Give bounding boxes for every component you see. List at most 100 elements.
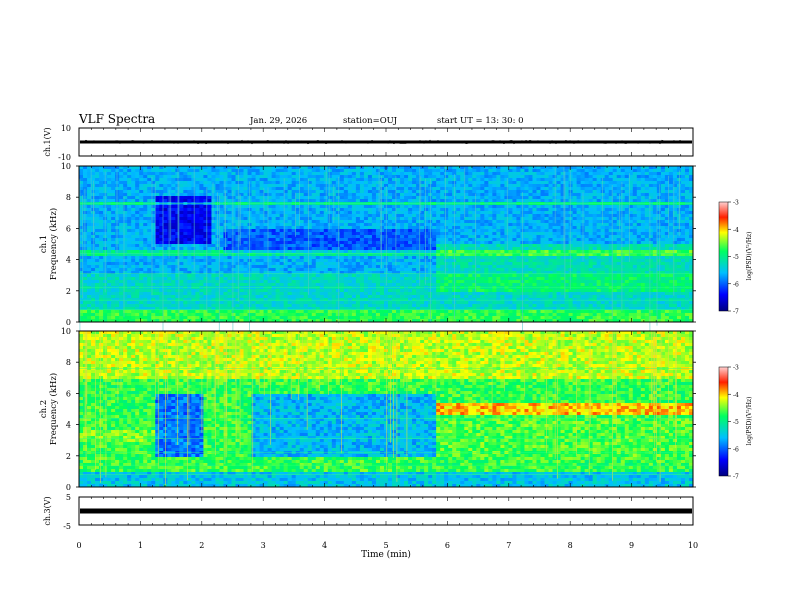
spectrogram-cell bbox=[375, 307, 381, 311]
spectrogram-cell bbox=[175, 253, 180, 257]
spectrogram-cell bbox=[339, 274, 345, 278]
spectrogram-cell bbox=[231, 316, 236, 320]
spectrogram-cell bbox=[107, 208, 112, 212]
spectrogram-cell bbox=[79, 217, 84, 221]
spectrogram-cell bbox=[271, 310, 277, 314]
spectrogram-cell bbox=[211, 166, 216, 170]
spectrogram-cell bbox=[247, 169, 252, 173]
spectrogram-cell bbox=[155, 205, 160, 209]
spectrogram-cell bbox=[107, 298, 112, 302]
spectrogram-cell bbox=[379, 256, 385, 260]
spectrogram-cell bbox=[319, 178, 325, 182]
spectrogram-cell bbox=[235, 172, 240, 176]
spectrogram-cell bbox=[400, 256, 405, 260]
spectrogram-cell bbox=[191, 208, 196, 212]
spectrogram-cell bbox=[379, 304, 385, 308]
spectrogram-cell bbox=[123, 298, 128, 302]
spectrogram-cell bbox=[412, 235, 417, 239]
spectrogram-cell bbox=[275, 289, 281, 293]
spectrogram-cell bbox=[171, 310, 176, 314]
spectrogram-cell bbox=[99, 298, 104, 302]
spectrogram-cell bbox=[339, 289, 345, 293]
spectrogram-cell bbox=[375, 253, 381, 257]
spectrogram-cell bbox=[323, 214, 329, 218]
spectrogram-cell bbox=[163, 229, 168, 233]
spectrogram-cell bbox=[363, 172, 369, 176]
spectrogram-cell bbox=[159, 244, 164, 248]
spectrogram-cell bbox=[416, 175, 421, 179]
spectrogram-cell bbox=[355, 169, 361, 173]
spectrogram-cell bbox=[227, 241, 232, 245]
spectrogram-cell bbox=[235, 193, 240, 197]
spectrogram-cell bbox=[103, 298, 108, 302]
spectrogram-cell bbox=[211, 277, 216, 281]
spectrogram-cell bbox=[371, 178, 377, 182]
spectrogram-cell bbox=[440, 190, 445, 194]
spectrogram-cell bbox=[251, 184, 256, 188]
spectrogram-cell bbox=[211, 298, 216, 302]
spectrogram-cell bbox=[347, 184, 353, 188]
spectrogram-cell bbox=[167, 304, 172, 308]
spectrogram-cell bbox=[139, 298, 144, 302]
spectrogram-cell bbox=[408, 310, 413, 314]
spectrogram-cell bbox=[79, 226, 84, 230]
spectrogram-cell bbox=[283, 259, 289, 263]
spectrogram-cell bbox=[191, 268, 196, 272]
start-time-label: start UT = 13: 30: 0 bbox=[437, 116, 524, 126]
spectrogram-cell bbox=[444, 181, 449, 185]
spectrogram-cell bbox=[408, 313, 413, 317]
spectrogram-cell bbox=[355, 232, 361, 236]
spectrogram-cell bbox=[191, 184, 196, 188]
spectrogram-cell bbox=[159, 271, 164, 275]
spectrogram-cell bbox=[319, 310, 325, 314]
spectrogram-cell bbox=[179, 304, 184, 308]
spectrogram-cell bbox=[267, 313, 273, 317]
station-label: station=OUJ bbox=[343, 116, 398, 126]
spectrogram-cell bbox=[219, 268, 224, 272]
spectrogram-cell bbox=[416, 292, 421, 296]
spectrogram-cell bbox=[416, 205, 421, 209]
spectrogram-cell bbox=[231, 280, 236, 284]
spectrogram-cell bbox=[239, 184, 244, 188]
spectrogram-cell bbox=[339, 310, 345, 314]
spectrogram-cell bbox=[251, 250, 256, 254]
spectrogram-cell bbox=[408, 175, 413, 179]
spectrogram-cell bbox=[219, 313, 224, 317]
spectrogram-cell bbox=[159, 250, 164, 254]
spectrogram-cell bbox=[163, 283, 168, 287]
spectrogram-cell bbox=[183, 217, 188, 221]
spectrogram-cell bbox=[303, 301, 309, 305]
spectrogram-cell bbox=[295, 205, 301, 209]
spectrogram-cell bbox=[367, 307, 373, 311]
spectrogram-cell bbox=[436, 262, 441, 266]
spectrogram-cell bbox=[307, 232, 313, 236]
spectrogram-cell bbox=[179, 217, 184, 221]
spectrogram-cell bbox=[119, 199, 124, 203]
spectrogram-cell bbox=[239, 304, 244, 308]
spectrogram-cell bbox=[255, 256, 260, 260]
spectrogram-cell bbox=[339, 298, 345, 302]
spectrogram-cell bbox=[436, 292, 441, 296]
spectrogram-cell bbox=[131, 268, 136, 272]
spectrogram-cell bbox=[412, 304, 417, 308]
spectrogram-cell bbox=[375, 187, 381, 191]
spectrogram-cell bbox=[412, 265, 417, 269]
spectrogram-cell bbox=[303, 235, 309, 239]
spectrogram-cell bbox=[351, 301, 357, 305]
spectrogram-cell bbox=[151, 172, 156, 176]
spectrogram-cell bbox=[408, 178, 413, 182]
spectrogram-cell bbox=[211, 259, 216, 263]
spectrogram-cell bbox=[183, 247, 188, 251]
spectrogram-cell bbox=[456, 187, 461, 191]
spectrogram-cell bbox=[267, 175, 273, 179]
spectrogram-cell bbox=[404, 289, 409, 293]
spectrogram-cell bbox=[127, 259, 132, 263]
spectrogram-cell bbox=[303, 178, 309, 182]
spectrogram-cell bbox=[311, 316, 317, 320]
spectrogram-cell bbox=[416, 277, 421, 281]
spectrogram-cell bbox=[127, 319, 132, 323]
spectrogram-cell bbox=[424, 205, 429, 209]
spectrogram-cell bbox=[99, 313, 104, 317]
spectrogram-cell bbox=[211, 262, 216, 266]
spectrogram-cell bbox=[375, 196, 381, 200]
